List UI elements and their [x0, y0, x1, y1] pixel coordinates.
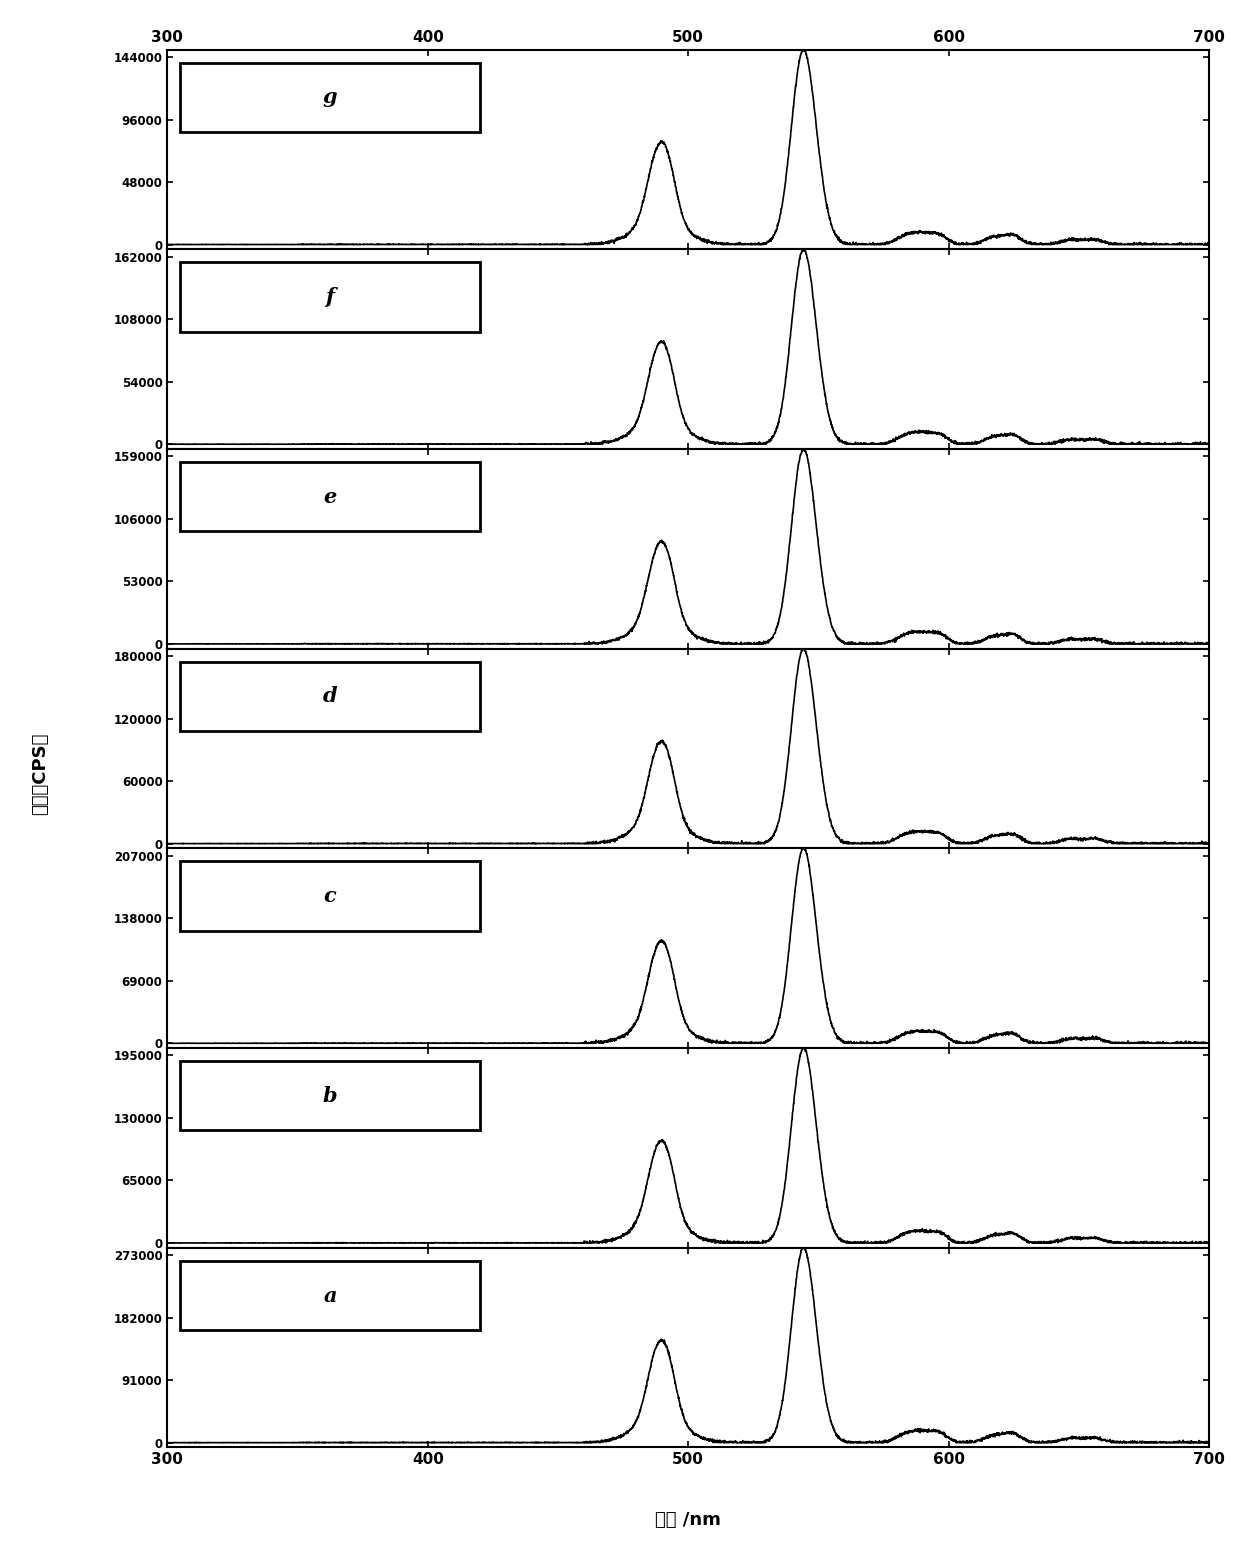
Text: 强度（CPS）: 强度（CPS） — [31, 732, 48, 816]
Text: 波长 /nm: 波长 /nm — [655, 1511, 722, 1529]
Bar — [180, 661, 480, 731]
Bar — [180, 1260, 480, 1330]
Text: a: a — [324, 1285, 337, 1305]
Text: f: f — [326, 286, 335, 307]
Text: e: e — [324, 486, 337, 506]
Text: g: g — [322, 87, 337, 107]
Bar — [180, 62, 480, 132]
Text: c: c — [324, 885, 336, 906]
Text: d: d — [322, 686, 337, 706]
Bar — [180, 262, 480, 331]
Bar — [180, 1060, 480, 1130]
Bar — [180, 861, 480, 930]
Bar — [180, 461, 480, 531]
Text: b: b — [322, 1085, 337, 1105]
